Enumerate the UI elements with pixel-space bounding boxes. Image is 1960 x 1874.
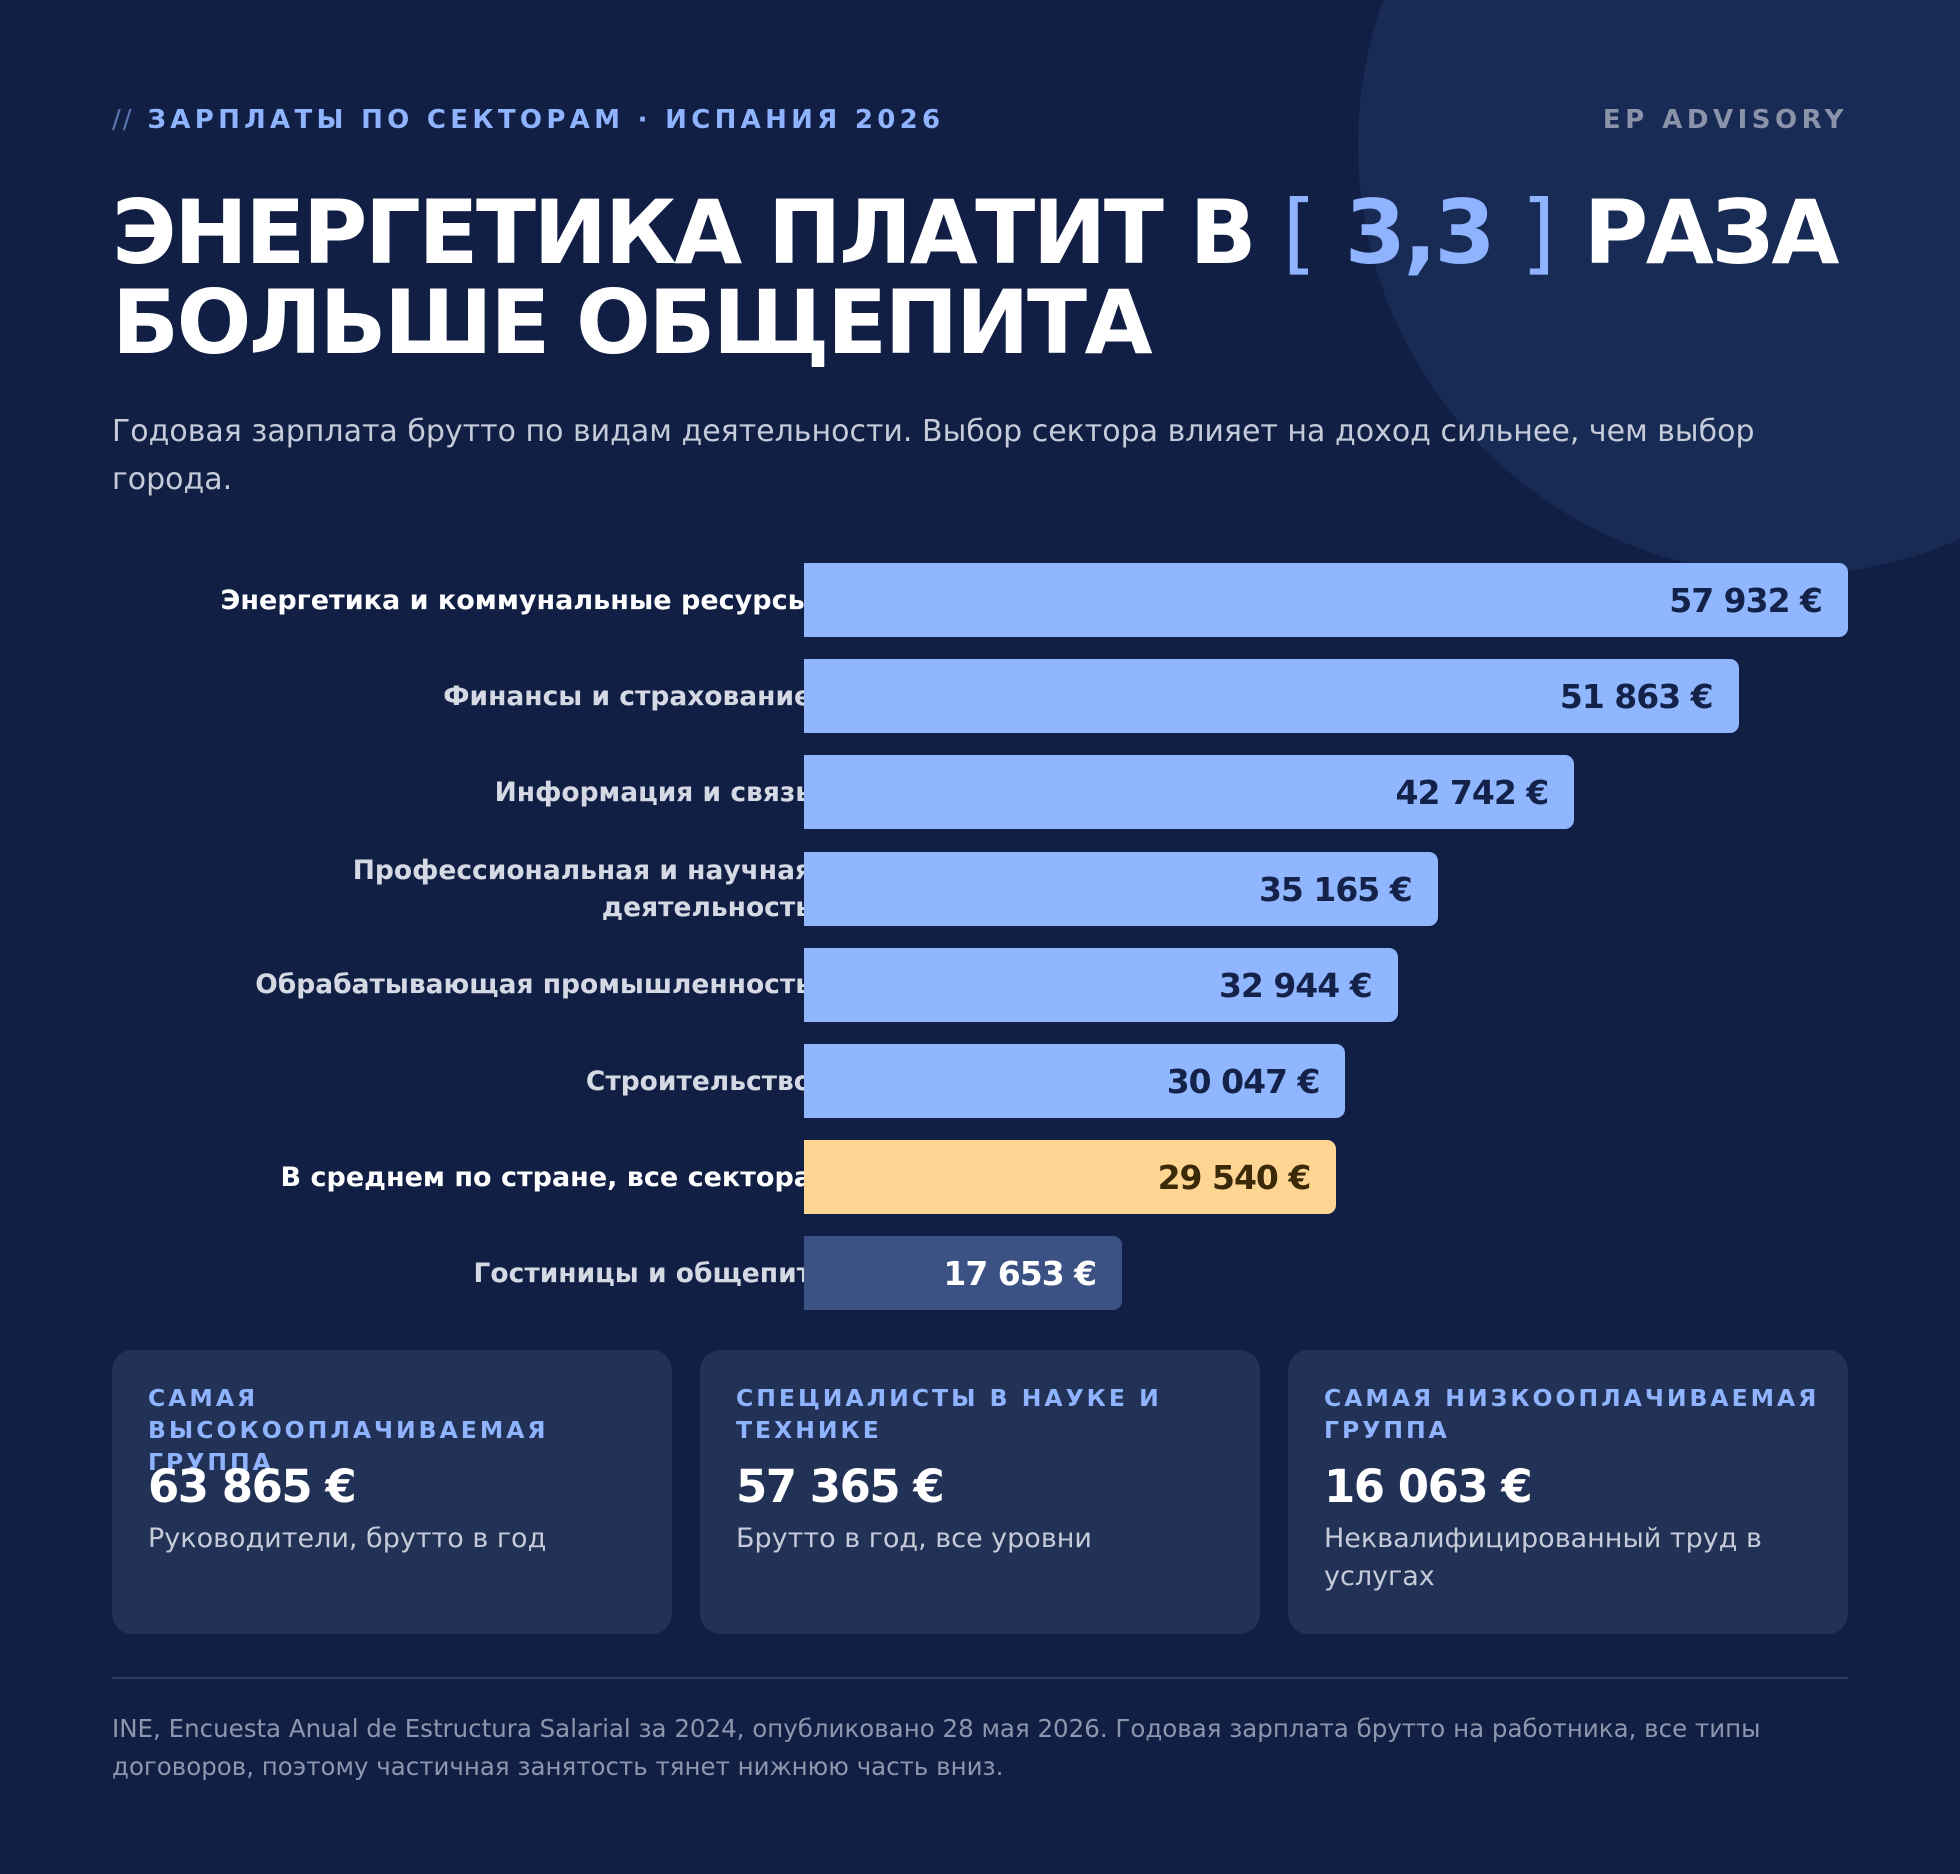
bar-value-label: 42 742 € bbox=[1395, 773, 1550, 813]
bar-row: Строительство 30 047 € bbox=[112, 1044, 1848, 1118]
bar-row: Гостиницы и общепит 17 653 € bbox=[112, 1236, 1848, 1311]
bar: 30 047 € bbox=[804, 1044, 1346, 1118]
bar: 42 742 € bbox=[804, 755, 1575, 830]
bar-value-label: 17 653 € bbox=[943, 1254, 1097, 1294]
bar-label: Гостиницы и общепит bbox=[473, 1257, 812, 1289]
kicker: // ЗАРПЛАТЫ ПО СЕКТОРАМ · ИСПАНИЯ 2026 bbox=[112, 105, 944, 135]
salary-bar-chart: Энергетика и коммунальные ресурсы 57 932 … bbox=[112, 563, 1848, 1313]
headline-line-2: БОЛЬШЕ ОБЩЕПИТА bbox=[112, 271, 1153, 374]
card-description: Неквалифицированный труд в услугах bbox=[1324, 1523, 1762, 1592]
card-description: Брутто в год, все уровни bbox=[736, 1523, 1092, 1554]
bar-label: Строительство bbox=[585, 1065, 812, 1097]
bar-row: Энергетика и коммунальные ресурсы 57 932 … bbox=[112, 563, 1848, 637]
bar: 17 653 € bbox=[804, 1236, 1123, 1311]
card-title: СПЕЦИАЛИСТЫ В НАУКЕ И ТЕХНИКЕ bbox=[736, 1384, 1162, 1444]
bar: 57 932 € bbox=[804, 563, 1848, 637]
kicker-slashes: // bbox=[112, 105, 134, 135]
card-value: 63 865 € bbox=[148, 1460, 357, 1513]
bar: 32 944 € bbox=[804, 947, 1398, 1022]
headline-highlight-value: 3,3 bbox=[1344, 181, 1496, 284]
stat-card-science: СПЕЦИАЛИСТЫ В НАУКЕ И ТЕХНИКЕ 57 365 € Б… bbox=[700, 1350, 1260, 1634]
bar-value-label: 51 863 € bbox=[1559, 677, 1714, 717]
bar-value-label: 29 540 € bbox=[1157, 1158, 1312, 1198]
bracket-open: [ bbox=[1282, 181, 1317, 284]
headline-part-2: РАЗА bbox=[1583, 181, 1840, 284]
subtitle: Годовая зарплата брутто по видам деятель… bbox=[112, 414, 1755, 497]
footer-divider bbox=[112, 1677, 1848, 1679]
bar: 51 863 € bbox=[804, 659, 1739, 734]
stat-card-lowest: САМАЯ НИЗКООПЛАЧИВАЕМАЯ ГРУППА 16 063 € … bbox=[1288, 1350, 1848, 1634]
stat-card-highest: САМАЯ ВЫСОКООПЛАЧИВАЕМАЯ ГРУППА 63 865 €… bbox=[112, 1350, 672, 1634]
bar-label: Профессиональная и научная деятельность bbox=[352, 854, 812, 923]
bar-value-label: 30 047 € bbox=[1166, 1062, 1321, 1101]
bar: 29 540 € bbox=[804, 1140, 1337, 1215]
bar-row: В среднем по стране, все сектора 29 540 € bbox=[112, 1140, 1848, 1215]
bar-label: Обрабатывающая промышленность bbox=[255, 969, 812, 1001]
bar-label: В среднем по стране, все сектора bbox=[280, 1161, 812, 1193]
card-title: САМАЯ ВЫСОКООПЛАЧИВАЕМАЯ ГРУППА bbox=[148, 1384, 549, 1476]
bar-row: Профессиональная и научная деятельность 3… bbox=[112, 851, 1848, 926]
bar-value-label: 57 932 € bbox=[1669, 581, 1823, 620]
card-value: 57 365 € bbox=[736, 1460, 945, 1513]
headline: ЭНЕРГЕТИКА ПЛАТИТ В [ 3,3 ] РАЗА БОЛЬШЕ … bbox=[112, 188, 1872, 368]
bar-row: Финансы и страхование 51 863 € bbox=[112, 659, 1848, 734]
card-value: 16 063 € bbox=[1324, 1460, 1533, 1513]
kicker-text: ЗАРПЛАТЫ ПО СЕКТОРАМ · ИСПАНИЯ 2026 bbox=[147, 105, 945, 135]
card-description: Руководители, брутто в год bbox=[148, 1523, 547, 1554]
bracket-close: ] bbox=[1521, 181, 1556, 284]
bar-label: Энергетика и коммунальные ресурсы bbox=[220, 584, 812, 616]
stat-cards: САМАЯ ВЫСОКООПЛАЧИВАЕМАЯ ГРУППА 63 865 €… bbox=[112, 1350, 1848, 1634]
headline-line-1: ЭНЕРГЕТИКА ПЛАТИТ В [ 3,3 ] РАЗА bbox=[112, 188, 1872, 278]
card-title: САМАЯ НИЗКООПЛАЧИВАЕМАЯ ГРУППА bbox=[1324, 1384, 1820, 1444]
top-bar: // ЗАРПЛАТЫ ПО СЕКТОРАМ · ИСПАНИЯ 2026 EP… bbox=[112, 105, 1848, 139]
bar-label: Информация и связь bbox=[494, 776, 812, 808]
bar-label: Финансы и страхование bbox=[443, 680, 812, 712]
headline-highlight: [ 3,3 ] bbox=[1282, 181, 1555, 284]
source-footnote: INE, Encuesta Anual de Estructura Salari… bbox=[112, 1714, 1761, 1781]
headline-part-1: ЭНЕРГЕТИКА ПЛАТИТ В bbox=[112, 181, 1257, 284]
bar-row: Информация и связь 42 742 € bbox=[112, 755, 1848, 830]
brand-name: EP ADVISORY bbox=[1602, 105, 1848, 135]
bar-row: Обрабатывающая промышленность 32 944 € bbox=[112, 947, 1848, 1022]
bar-value-label: 32 944 € bbox=[1218, 965, 1373, 1005]
bar: 35 165 € bbox=[804, 851, 1438, 926]
bar-value-label: 35 165 € bbox=[1258, 869, 1413, 909]
